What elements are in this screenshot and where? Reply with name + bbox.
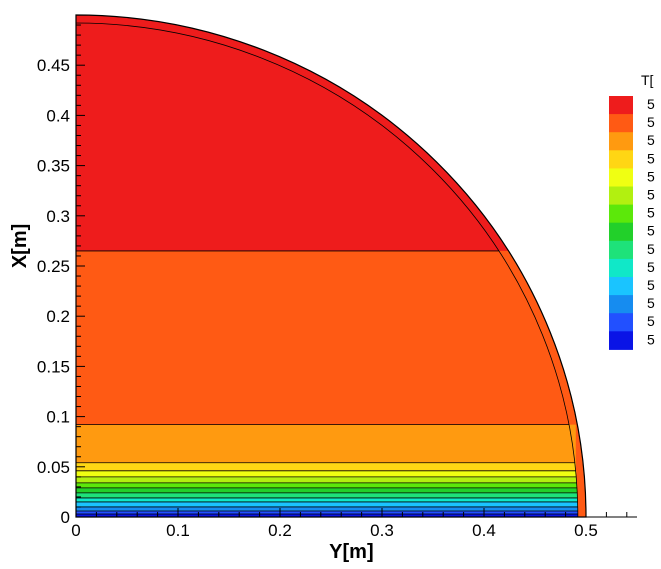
contour-band-13 (76, 513, 578, 517)
x-tick-label: 0 (71, 521, 80, 540)
legend-level-label: 5 (647, 223, 655, 239)
legend-swatch-11 (609, 295, 633, 314)
legend-level-label: 5 (647, 313, 655, 329)
legend-level-label: 5 (647, 150, 655, 166)
contour-band-7 (76, 487, 578, 493)
legend-level-label: 5 (647, 114, 655, 130)
x-tick-label: 0.1 (166, 521, 190, 540)
legend-swatch-9 (609, 258, 633, 278)
legend-swatch-1 (609, 114, 633, 133)
legend-level-label: 5 (647, 187, 655, 203)
legend-level-label: 5 (647, 205, 655, 221)
legend-swatch-2 (609, 132, 633, 151)
rim-inner-line (76, 22, 579, 517)
legend-swatch-10 (609, 277, 633, 296)
contour-band-6 (76, 482, 577, 488)
legend-level-label: 5 (647, 331, 655, 347)
legend: T[ 5 5 5 5 5 5 5 5 5 5 5 5 5 5 (609, 72, 655, 350)
domain-boundary (75, 14, 587, 518)
legend-level-label: 5 (647, 96, 655, 112)
contour-band-10 (76, 501, 578, 507)
y-tick-label: 0.25 (37, 257, 70, 276)
y-tick-label: 0.3 (46, 207, 70, 226)
legend-level-label: 5 (647, 132, 655, 148)
legend-swatch-7 (609, 222, 633, 242)
x-axis-label: Y[m] (329, 541, 373, 563)
contour-band-3 (76, 462, 576, 471)
legend-swatch-6 (609, 204, 633, 224)
y-tick-label: 0.2 (46, 307, 70, 326)
y-tick-label: 0 (61, 508, 70, 527)
contour-band-8 (76, 492, 578, 498)
legend-swatch-8 (609, 240, 633, 260)
x-tick-label: 0.4 (472, 521, 496, 540)
legend-level-label: 5 (647, 295, 655, 311)
legend-level-label: 5 (647, 259, 655, 275)
legend-level-label: 5 (647, 241, 655, 257)
y-tick-label: 0.45 (37, 56, 70, 75)
x-tick-label: 0.3 (370, 521, 394, 540)
contour-band-12 (76, 510, 578, 514)
contour-band-11 (76, 506, 578, 511)
y-tick-label: 0.4 (46, 106, 70, 125)
legend-level-label: 5 (647, 168, 655, 184)
contour-band-4 (76, 470, 577, 477)
legend-swatch-5 (609, 186, 633, 206)
y-axis-label: X[m] (9, 224, 31, 268)
y-tick-label: 0.1 (46, 408, 70, 427)
y-tick-label: 0.15 (37, 357, 70, 376)
legend-swatch-12 (609, 313, 633, 332)
x-tick-label: 0.2 (268, 521, 292, 540)
legend-swatch-13 (609, 331, 633, 350)
y-tick-label: 0.05 (37, 458, 70, 477)
contour-band-5 (76, 476, 577, 483)
x-tick-label: 0.5 (574, 521, 598, 540)
contour-band-2 (76, 424, 576, 463)
legend-title: T[ (641, 72, 654, 88)
contour-band-0 (76, 15, 576, 251)
legend-swatch-0 (609, 96, 633, 115)
legend-swatch-3 (609, 150, 633, 169)
legend-level-label: 5 (647, 277, 655, 293)
contour-fill-layer (76, 15, 586, 517)
axes: 0 0.1 0.2 0.3 0.4 0.5 0 0.05 0.1 0.15 0.2 0.25 0.3 0.… (37, 14, 637, 540)
contour-band-1 (76, 250, 576, 425)
legend-swatch-4 (609, 168, 633, 187)
contour-band-9 (76, 497, 578, 502)
y-tick-label: 0.35 (37, 157, 70, 176)
